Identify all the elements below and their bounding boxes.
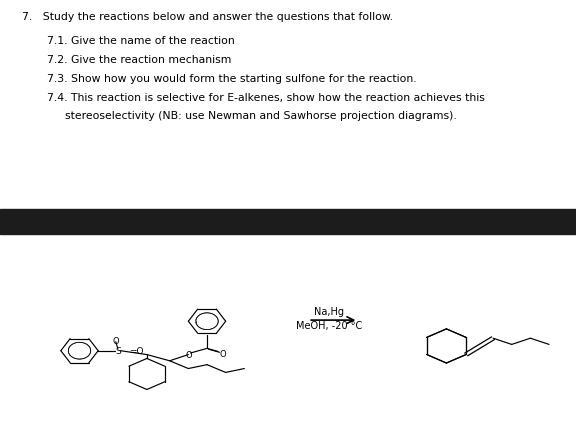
- Text: 7.3. Show how you would form the starting sulfone for the reaction.: 7.3. Show how you would form the startin…: [47, 74, 417, 84]
- Text: 7.   Study the reactions below and answer the questions that follow.: 7. Study the reactions below and answer …: [22, 12, 393, 22]
- Text: stereoselectivity (NB: use Newman and Sawhorse projection diagrams).: stereoselectivity (NB: use Newman and Sa…: [65, 111, 457, 121]
- Text: 7.4. This reaction is selective for E-alkenes, show how the reaction achieves th: 7.4. This reaction is selective for E-al…: [47, 93, 485, 103]
- Text: O: O: [219, 350, 226, 359]
- Text: =O: =O: [129, 347, 144, 355]
- Text: O: O: [185, 350, 192, 359]
- Text: Na,Hg: Na,Hg: [314, 307, 344, 317]
- Text: O: O: [112, 336, 119, 345]
- Text: MeOH, -20 °C: MeOH, -20 °C: [296, 320, 363, 331]
- Text: 7.1. Give the name of the reaction: 7.1. Give the name of the reaction: [47, 36, 235, 46]
- Text: 7.2. Give the reaction mechanism: 7.2. Give the reaction mechanism: [47, 55, 232, 65]
- Bar: [0, 210, 576, 235]
- Text: S: S: [115, 347, 121, 355]
